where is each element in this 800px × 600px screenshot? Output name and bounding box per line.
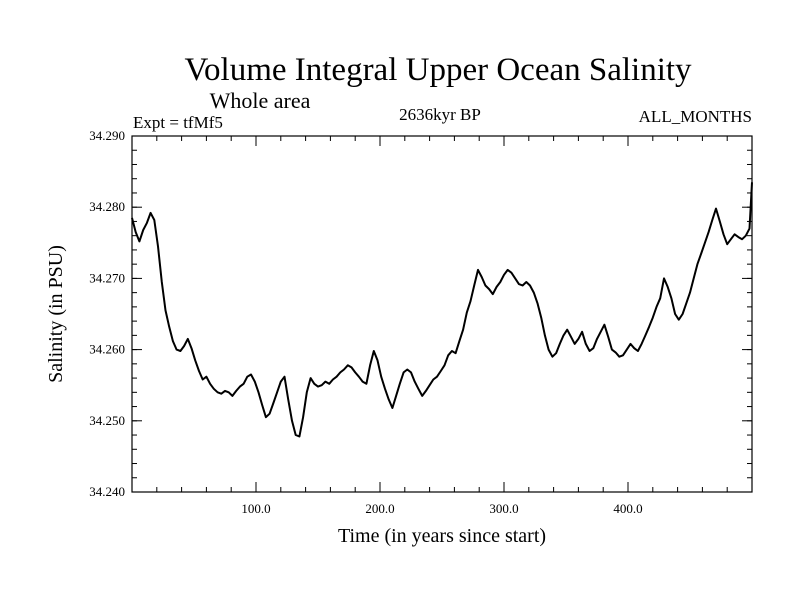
y-tick-label: 34.240 bbox=[89, 484, 125, 499]
salinity-series-line bbox=[131, 182, 753, 438]
y-axis-label: Salinity (in PSU) bbox=[45, 245, 67, 383]
y-tick-label: 34.250 bbox=[89, 413, 125, 428]
chart-title: Volume Integral Upper Ocean Salinity bbox=[184, 52, 692, 88]
x-tick-label: 400.0 bbox=[613, 501, 642, 516]
x-tick-label: 300.0 bbox=[489, 501, 518, 516]
x-tick-label: 200.0 bbox=[365, 501, 394, 516]
y-tick-label: 34.270 bbox=[89, 270, 125, 285]
y-tick-label: 34.280 bbox=[89, 199, 125, 214]
period-label: 2636kyr BP bbox=[399, 105, 481, 124]
chart-subtitle: Whole area bbox=[210, 88, 311, 113]
axis-ticks bbox=[132, 135, 752, 493]
y-tick-labels: 34.240 34.250 34.260 34.270 34.280 34.290 bbox=[89, 128, 125, 499]
x-tick-labels: 100.0 200.0 300.0 400.0 bbox=[241, 501, 642, 516]
plot-frame bbox=[131, 135, 753, 493]
x-axis-label: Time (in years since start) bbox=[338, 525, 546, 547]
y-tick-label: 34.290 bbox=[89, 128, 125, 143]
experiment-label: Expt = tfMf5 bbox=[133, 113, 223, 132]
months-label: ALL_MONTHS bbox=[639, 107, 752, 126]
x-tick-label: 100.0 bbox=[241, 501, 270, 516]
y-tick-label: 34.260 bbox=[89, 342, 125, 357]
